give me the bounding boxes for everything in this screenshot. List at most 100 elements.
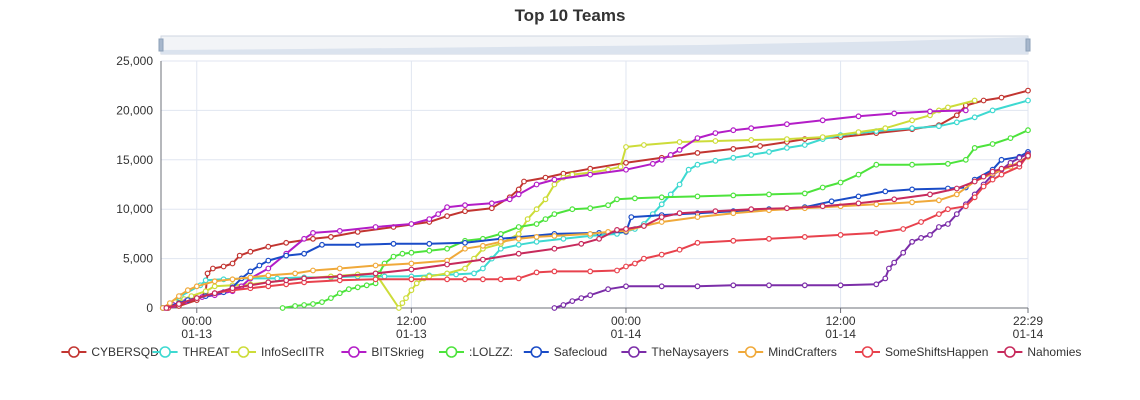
data-point[interactable] xyxy=(587,292,594,299)
data-point[interactable] xyxy=(623,159,629,166)
data-point[interactable] xyxy=(399,250,406,257)
data-point[interactable] xyxy=(292,303,299,309)
data-point[interactable] xyxy=(390,253,397,260)
data-point[interactable] xyxy=(265,265,272,272)
data-point[interactable] xyxy=(962,156,969,163)
data-point[interactable] xyxy=(694,149,701,156)
data-point[interactable] xyxy=(408,276,415,283)
data-point[interactable] xyxy=(676,181,683,188)
data-point[interactable] xyxy=(971,144,978,151)
data-point[interactable] xyxy=(819,203,826,210)
data-point[interactable] xyxy=(649,160,656,167)
data-point[interactable] xyxy=(676,139,683,145)
data-point[interactable] xyxy=(229,276,236,283)
data-point[interactable] xyxy=(676,210,683,217)
data-point[interactable] xyxy=(658,251,665,258)
data-point[interactable] xyxy=(909,199,915,206)
data-point[interactable] xyxy=(855,171,862,178)
data-point[interactable] xyxy=(962,203,969,210)
data-point[interactable] xyxy=(256,262,263,269)
data-point[interactable] xyxy=(444,276,451,283)
data-point[interactable] xyxy=(363,282,370,289)
data-point[interactable] xyxy=(971,97,978,104)
data-point[interactable] xyxy=(730,127,737,134)
data-point[interactable] xyxy=(265,279,272,286)
data-point[interactable] xyxy=(614,226,620,233)
legend-item-infoseciitr[interactable]: InfoSecIITR xyxy=(231,345,325,359)
data-point[interactable] xyxy=(936,211,942,218)
data-point[interactable] xyxy=(936,197,942,204)
data-point[interactable] xyxy=(605,286,611,293)
data-point[interactable] xyxy=(336,265,343,272)
data-point[interactable] xyxy=(560,235,567,242)
data-point[interactable] xyxy=(193,295,200,302)
data-point[interactable] xyxy=(587,230,594,237)
data-point[interactable] xyxy=(408,260,415,267)
data-point[interactable] xyxy=(712,138,719,144)
data-point[interactable] xyxy=(909,125,915,132)
data-point[interactable] xyxy=(953,185,960,192)
data-point[interactable] xyxy=(229,260,236,267)
data-point[interactable] xyxy=(292,270,299,277)
data-point[interactable] xyxy=(623,144,629,150)
data-point[interactable] xyxy=(426,240,433,247)
data-point[interactable] xyxy=(784,136,790,143)
data-point[interactable] xyxy=(480,276,486,283)
data-point[interactable] xyxy=(551,245,558,252)
data-point[interactable] xyxy=(220,263,227,270)
legend-item-thenaysayers[interactable]: TheNaysayers xyxy=(621,345,729,359)
data-point[interactable] xyxy=(623,283,629,290)
data-point[interactable] xyxy=(497,238,504,245)
data-point[interactable] xyxy=(605,202,611,209)
data-point[interactable] xyxy=(480,242,486,249)
data-point[interactable] xyxy=(488,200,495,207)
data-point[interactable] xyxy=(396,305,402,311)
data-point[interactable] xyxy=(444,245,451,252)
data-point[interactable] xyxy=(873,229,880,236)
slider-handle-left[interactable] xyxy=(158,38,164,52)
data-point[interactable] xyxy=(945,104,951,111)
data-point[interactable] xyxy=(480,256,486,263)
data-point[interactable] xyxy=(444,270,451,277)
data-point[interactable] xyxy=(336,227,343,234)
data-point[interactable] xyxy=(301,275,308,282)
data-point[interactable] xyxy=(229,285,236,292)
data-point[interactable] xyxy=(265,257,272,264)
data-point[interactable] xyxy=(658,194,665,201)
data-point[interactable] xyxy=(209,265,216,272)
data-point[interactable] xyxy=(515,191,522,198)
data-point[interactable] xyxy=(694,135,701,142)
data-point[interactable] xyxy=(184,287,191,294)
data-point[interactable] xyxy=(667,191,674,198)
data-point[interactable] xyxy=(989,168,996,175)
data-point[interactable] xyxy=(515,186,522,193)
data-point[interactable] xyxy=(354,241,361,248)
data-point[interactable] xyxy=(471,270,477,277)
data-point[interactable] xyxy=(927,231,933,238)
data-point[interactable] xyxy=(265,272,272,279)
data-point[interactable] xyxy=(211,290,218,297)
data-point[interactable] xyxy=(551,232,558,239)
data-point[interactable] xyxy=(694,214,701,221)
data-point[interactable] xyxy=(1025,127,1031,134)
data-point[interactable] xyxy=(533,206,540,213)
data-point[interactable] xyxy=(989,107,996,114)
data-point[interactable] xyxy=(873,281,880,288)
data-point[interactable] xyxy=(855,193,862,200)
data-point[interactable] xyxy=(748,137,755,143)
data-point[interactable] xyxy=(891,259,898,266)
data-point[interactable] xyxy=(614,267,620,274)
data-point[interactable] xyxy=(188,293,195,300)
data-point[interactable] xyxy=(301,250,308,257)
data-point[interactable] xyxy=(204,270,211,277)
data-point[interactable] xyxy=(1025,87,1031,94)
data-point[interactable] xyxy=(837,282,844,289)
data-point[interactable] xyxy=(980,183,987,190)
data-point[interactable] xyxy=(211,278,218,285)
data-point[interactable] xyxy=(617,163,624,170)
data-point[interactable] xyxy=(247,268,254,275)
data-point[interactable] xyxy=(971,194,978,201)
data-point[interactable] xyxy=(900,249,907,256)
data-point[interactable] xyxy=(551,176,558,183)
data-point[interactable] xyxy=(766,235,772,242)
